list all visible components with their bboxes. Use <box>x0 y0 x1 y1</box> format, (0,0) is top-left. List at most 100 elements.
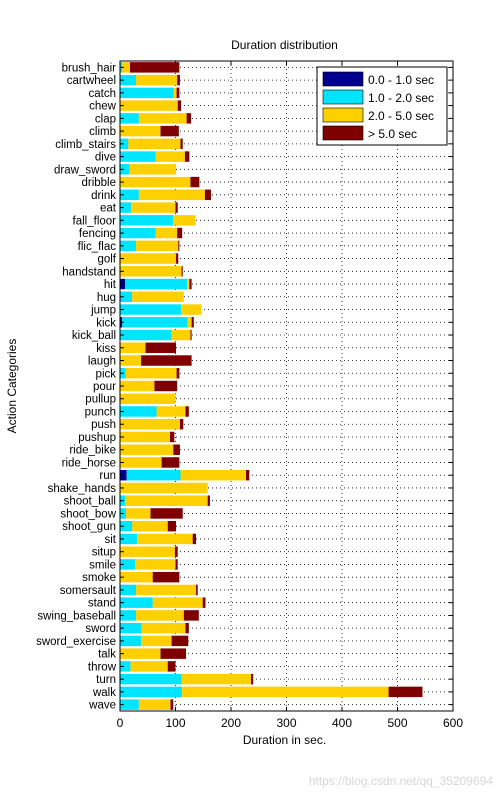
y-tick-label: punch <box>85 406 116 418</box>
y-tick-label: chew <box>89 101 117 113</box>
x-axis-label: Duration in sec. <box>243 733 326 747</box>
bar-segment <box>120 113 139 124</box>
bar-segment <box>136 610 184 621</box>
bar-segment <box>137 533 193 545</box>
legend-swatch <box>322 125 364 141</box>
y-tick-label: clap <box>95 113 116 125</box>
y-tick-label: swing_baseball <box>37 610 116 622</box>
bar-segment <box>120 393 176 404</box>
bar-segment <box>180 138 183 150</box>
bar-segment <box>183 610 199 621</box>
y-tick-label: sword_exercise <box>36 636 116 648</box>
bar-segment <box>120 597 153 608</box>
y-tick-label: pour <box>93 381 116 393</box>
y-tick-label: pushup <box>78 432 116 444</box>
bar-segment <box>120 342 146 353</box>
bar-segment <box>120 406 157 417</box>
legend-swatch <box>322 89 364 105</box>
y-tick-label: throw <box>88 661 117 673</box>
watermark: https://blog.csdn.net/qq_35209694 <box>308 774 493 788</box>
bar-segment <box>120 291 133 303</box>
bar-segment <box>167 661 176 672</box>
bar-segment <box>176 87 180 99</box>
bar-segment <box>204 189 212 201</box>
bar-segment <box>388 686 423 698</box>
bar-segment <box>155 151 185 162</box>
y-tick-label: shoot_bow <box>60 508 116 520</box>
bar-segment <box>124 278 188 290</box>
y-tick-label: fall_floor <box>73 215 117 227</box>
bar-segment <box>136 240 179 252</box>
bar-segment <box>181 266 183 277</box>
bar-segment <box>176 253 179 264</box>
bar-segment <box>120 559 135 570</box>
bar-segment <box>190 329 192 341</box>
bar-segment <box>120 520 133 532</box>
bar-segment <box>120 622 142 634</box>
bar-segment <box>120 355 142 366</box>
bar-segment <box>120 125 161 137</box>
bar-segment <box>160 648 187 659</box>
bar-segment <box>185 622 189 634</box>
y-tick-label: dive <box>95 152 116 164</box>
y-tick-label: climb_stairs <box>55 139 116 151</box>
bar-segment <box>120 584 137 596</box>
bar-segment <box>126 469 181 481</box>
y-tick-label: ride_bike <box>69 445 116 457</box>
bar-segment <box>152 571 180 583</box>
y-tick-label: laugh <box>88 356 116 368</box>
y-tick-label: walk <box>92 687 116 699</box>
bar-segment <box>136 584 197 596</box>
bar-segment <box>120 673 182 685</box>
bar-segment <box>150 508 183 519</box>
bar-segment <box>120 202 132 213</box>
bar-segment <box>184 151 190 162</box>
bar-segment <box>120 138 129 150</box>
bar-segment <box>173 87 177 99</box>
legend-label: > 5.0 sec <box>368 127 417 141</box>
bar-segment <box>122 62 130 73</box>
bar-segment <box>120 87 174 99</box>
bar-segment <box>120 419 180 430</box>
y-tick-label: brush_hair <box>62 62 117 74</box>
y-tick-label: cartwheel <box>67 75 116 87</box>
x-tick-label: 200 <box>221 716 241 730</box>
bar-segment <box>202 597 206 608</box>
bar-segment <box>181 304 202 315</box>
y-tick-label: run <box>99 470 116 482</box>
bar-segment <box>120 457 162 468</box>
bar-segment <box>170 699 174 710</box>
bar-segment <box>136 74 178 86</box>
y-tick-label: hit <box>104 279 117 291</box>
y-tick-label: catch <box>89 88 117 100</box>
y-tick-label: stand <box>88 598 116 610</box>
bar-segment <box>160 125 179 137</box>
bar-segment <box>250 673 254 685</box>
bar-segment <box>156 406 186 417</box>
y-tick-label: flic_flac <box>78 241 117 253</box>
bar-segment <box>120 431 170 443</box>
bar-segment <box>191 317 194 328</box>
bar-segment <box>138 189 205 201</box>
bar-segment <box>129 62 180 73</box>
bar-segment <box>138 113 187 124</box>
y-tick-label: draw_sword <box>54 164 116 176</box>
y-tick-label: ride_horse <box>62 457 116 469</box>
y-tick-label: sword <box>85 623 116 635</box>
bar-segment <box>120 215 174 226</box>
bar-segment <box>185 406 189 417</box>
bar-segment <box>141 635 172 647</box>
bar-segment <box>120 533 138 545</box>
bar-segment <box>120 164 130 175</box>
bar-segment <box>126 508 151 519</box>
bar-segment <box>173 215 196 226</box>
y-tick-label: fencing <box>79 228 116 240</box>
bar-segment <box>171 329 191 341</box>
bar-segment <box>141 355 192 366</box>
bar-segment <box>130 661 168 672</box>
bar-segment <box>186 113 192 124</box>
bar-segment <box>120 635 142 647</box>
bar-segment <box>120 380 155 392</box>
y-tick-label: push <box>91 419 116 431</box>
bar-segment <box>182 686 389 698</box>
